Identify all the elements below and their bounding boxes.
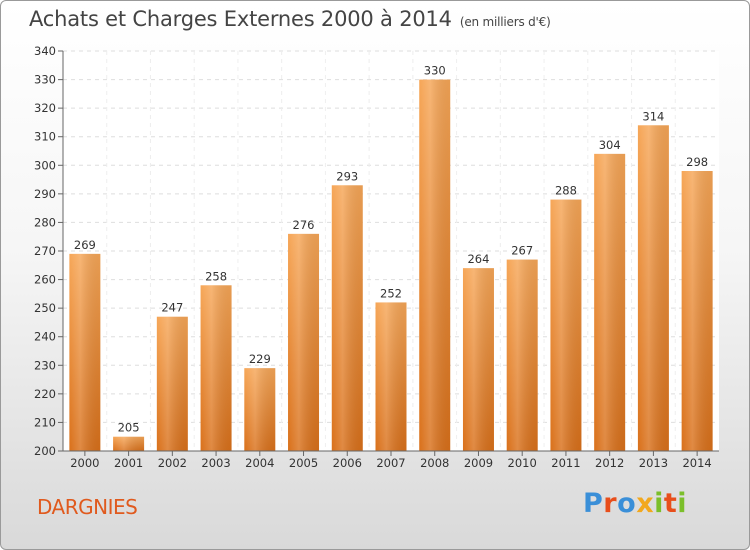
x-tick-label: 2009 (464, 456, 493, 470)
y-tick-label: 200 (34, 444, 56, 458)
bar-highlight (681, 171, 713, 451)
bar-highlight (419, 79, 451, 452)
y-tick-label: 230 (34, 358, 56, 372)
location-label: DARGNIES (37, 495, 138, 519)
x-tick-label: 2013 (639, 456, 668, 470)
y-tick-label: 270 (34, 244, 56, 258)
x-tick-label: 2001 (114, 456, 143, 470)
logo-letter: r (603, 488, 618, 519)
data-label: 330 (424, 64, 446, 78)
bar-highlight (550, 199, 582, 451)
bar-highlight (462, 268, 494, 451)
data-label: 293 (336, 169, 358, 183)
bar-highlight (506, 259, 538, 451)
x-tick-label: 2008 (420, 456, 449, 470)
y-tick-label: 300 (34, 158, 56, 172)
data-label: 314 (642, 109, 664, 123)
bars: 269 205 247 258 229 276 293 252 330 264 267 288 304 3… (69, 64, 713, 452)
proxiti-logo[interactable]: Proxiti (583, 488, 687, 519)
bar-highlight (69, 253, 101, 451)
y-tick-label: 250 (34, 301, 56, 315)
y-tick-label: 320 (34, 101, 56, 115)
x-tick-label: 2007 (376, 456, 405, 470)
data-label: 258 (205, 269, 227, 283)
chart-title-text: Achats et Charges Externes 2000 à 2014 (29, 7, 452, 31)
bar-highlight (288, 233, 320, 451)
y-tick-label: 290 (34, 187, 56, 201)
bar-highlight (637, 125, 669, 452)
x-tick-label: 2012 (595, 456, 624, 470)
x-tick-label: 2002 (158, 456, 187, 470)
logo-letter: i (677, 488, 688, 519)
logo-letter: i (654, 488, 664, 519)
x-tick-label: 2004 (245, 456, 274, 470)
data-label: 264 (467, 252, 489, 266)
logo-letter: x (636, 488, 655, 519)
data-label: 229 (249, 352, 271, 366)
chart-title: Achats et Charges Externes 2000 à 2014 (e… (29, 7, 551, 31)
data-label: 252 (380, 286, 402, 300)
bar-highlight (200, 285, 232, 451)
y-tick-label: 330 (34, 73, 56, 87)
y-tick-label: 340 (34, 44, 56, 58)
bar-highlight (331, 185, 363, 452)
chart-subtitle: (en milliers d'€) (459, 15, 551, 29)
y-tick-label: 240 (34, 330, 56, 344)
bar-highlight (113, 436, 145, 451)
x-tick-label: 2014 (682, 456, 711, 470)
y-tick-label: 280 (34, 215, 56, 229)
y-tick-label: 210 (34, 415, 56, 429)
x-tick-label: 2011 (551, 456, 580, 470)
data-label: 304 (599, 138, 621, 152)
x-tick-label: 2010 (508, 456, 537, 470)
x-tick-label: 2000 (70, 456, 99, 470)
data-label: 205 (118, 421, 140, 435)
bar-highlight (594, 153, 626, 451)
bar-highlight (375, 302, 407, 451)
data-label: 288 (555, 184, 577, 198)
logo-letter: o (617, 488, 637, 519)
logo-letter: t (663, 488, 678, 519)
x-tick-label: 2003 (201, 456, 230, 470)
x-tick-label: 2005 (289, 456, 318, 470)
data-label: 247 (161, 301, 183, 315)
bar-highlight (244, 368, 276, 451)
data-label: 298 (686, 155, 708, 169)
y-tick-label: 260 (34, 273, 56, 287)
y-tick-label: 220 (34, 387, 56, 401)
logo-letter: P (583, 488, 604, 519)
data-label: 269 (74, 238, 96, 252)
axes: 200 210 220 230 240 250 260 270 280 290 300 310 320 3… (34, 44, 719, 470)
x-tick-label: 2006 (333, 456, 362, 470)
bar-highlight (156, 316, 188, 451)
data-label: 276 (293, 218, 315, 232)
y-tick-label: 310 (34, 130, 56, 144)
data-label: 267 (511, 244, 533, 258)
